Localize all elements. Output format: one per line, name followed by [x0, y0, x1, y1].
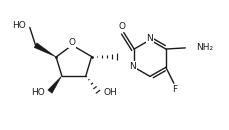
- Text: O: O: [118, 22, 125, 31]
- Text: HO: HO: [13, 21, 26, 30]
- Text: OH: OH: [104, 88, 117, 97]
- Text: F: F: [172, 85, 177, 94]
- Text: N: N: [147, 34, 153, 43]
- Text: HO: HO: [31, 88, 45, 97]
- Text: NH₂: NH₂: [196, 43, 213, 52]
- Polygon shape: [34, 43, 56, 57]
- Text: N: N: [130, 62, 136, 71]
- Polygon shape: [48, 76, 62, 93]
- Text: O: O: [69, 38, 76, 47]
